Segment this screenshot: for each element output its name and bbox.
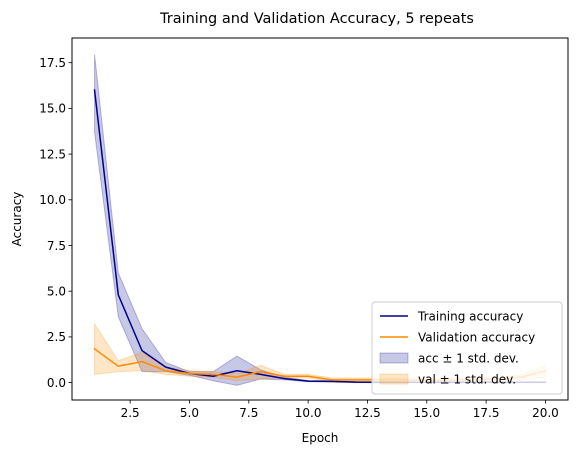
x-tick-label: 12.5: [354, 406, 381, 420]
legend: Training accuracy Validation accuracy acc …: [371, 301, 563, 395]
legend-label: val ± 1 std. dev.: [418, 372, 516, 386]
chart-title: Training and Validation Accuracy, 5 repe…: [159, 11, 474, 27]
x-tick-label: 17.5: [473, 406, 500, 420]
y-tick-label: 7.5: [47, 239, 66, 253]
legend-box: [371, 301, 563, 395]
y-tick-label: 2.5: [47, 330, 66, 344]
axes-frame: [71, 37, 569, 401]
legend-label: Validation accuracy: [418, 330, 535, 344]
x-tick-label: 15.0: [413, 406, 440, 420]
x-axis-title: Epoch: [302, 431, 339, 445]
x-tick-label: 5.0: [180, 406, 199, 420]
legend-patch-swatch: [379, 373, 409, 385]
legend-patch-swatch: [379, 352, 409, 364]
legend-label: Training accuracy: [417, 309, 523, 323]
ticks: 2.5 5.0 7.5 10.0 12.5 15.0 17.5 20.0 0.0 2.5 5.0 7.…: [39, 56, 559, 420]
y-tick-label: 12.5: [39, 147, 66, 161]
x-tick-label: 7.5: [239, 406, 258, 420]
y-tick-label: 17.5: [39, 56, 66, 70]
x-tick-label: 10.0: [295, 406, 322, 420]
y-tick-label: 15.0: [39, 102, 66, 116]
x-tick-label: 2.5: [121, 406, 140, 420]
y-tick-label: 0.0: [47, 376, 66, 390]
y-tick-label: 5.0: [47, 285, 66, 299]
x-tick-label: 20.0: [532, 406, 559, 420]
y-tick-label: 10.0: [39, 193, 66, 207]
y-axis-title: Accuracy: [10, 192, 24, 247]
legend-label: acc ± 1 std. dev.: [418, 351, 519, 365]
